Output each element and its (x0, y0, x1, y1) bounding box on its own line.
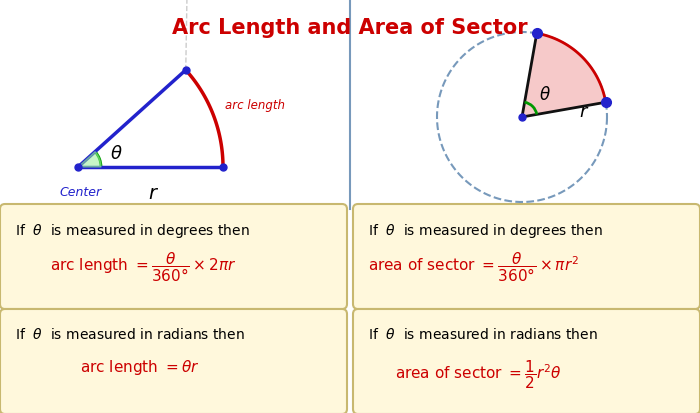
FancyBboxPatch shape (353, 309, 700, 413)
Text: arc length $=\dfrac{\theta}{360°}\times 2\pi r$: arc length $=\dfrac{\theta}{360°}\times … (50, 249, 237, 283)
Text: If  $\theta$  is measured in radians then: If $\theta$ is measured in radians then (368, 326, 598, 341)
Text: If  $\theta$  is measured in radians then: If $\theta$ is measured in radians then (15, 326, 245, 341)
Text: arc length $= \theta r$: arc length $= \theta r$ (80, 357, 200, 376)
Polygon shape (522, 34, 606, 118)
Text: Arc Length and Area of Sector: Arc Length and Area of Sector (172, 18, 528, 38)
Polygon shape (78, 152, 101, 168)
Text: $r$: $r$ (579, 103, 589, 121)
Text: If  $\theta$  is measured in degrees then: If $\theta$ is measured in degrees then (368, 221, 603, 240)
Text: Center: Center (60, 185, 102, 199)
FancyBboxPatch shape (0, 204, 347, 309)
Text: area of sector $=\dfrac{1}{2}r^2\theta$: area of sector $=\dfrac{1}{2}r^2\theta$ (395, 357, 561, 390)
Text: area of sector $=\dfrac{\theta}{360°}\times \pi r^2$: area of sector $=\dfrac{\theta}{360°}\ti… (368, 249, 579, 283)
FancyBboxPatch shape (353, 204, 700, 309)
Text: $r$: $r$ (148, 183, 159, 202)
Text: If  $\theta$  is measured in degrees then: If $\theta$ is measured in degrees then (15, 221, 250, 240)
Text: arc length: arc length (225, 98, 286, 111)
FancyBboxPatch shape (0, 309, 347, 413)
Text: $\theta$: $\theta$ (110, 145, 122, 163)
Text: $\theta$: $\theta$ (539, 86, 551, 104)
